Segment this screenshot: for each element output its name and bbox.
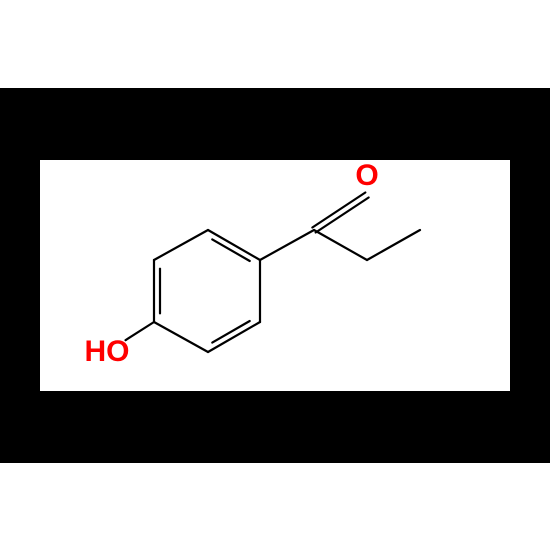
oxygen-label: O xyxy=(355,159,378,193)
bond-layer xyxy=(0,0,550,550)
diagram-canvas: O HO xyxy=(0,0,550,550)
hydroxyl-label: HO xyxy=(85,335,130,369)
